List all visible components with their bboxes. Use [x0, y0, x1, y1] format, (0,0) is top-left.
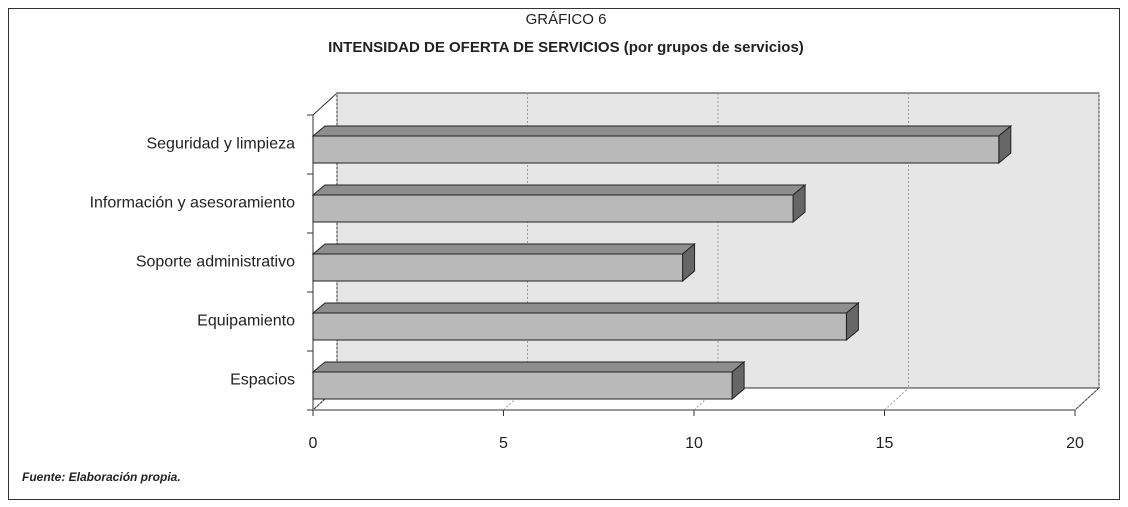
chart-subtitle: INTENSIDAD DE OFERTA DE SERVICIOS (por g…	[328, 39, 804, 56]
x-tick-label: 0	[309, 435, 318, 452]
chart-title: GRÁFICO 6	[526, 11, 607, 28]
x-tick-label: 5	[499, 435, 508, 452]
x-tick-label: 15	[876, 435, 894, 452]
bar	[312, 135, 1000, 164]
y-tick-label: Soporte administrativo	[136, 254, 295, 271]
bar	[312, 253, 684, 282]
bar	[312, 194, 794, 223]
grid-line	[884, 387, 909, 411]
bar-top	[311, 361, 746, 373]
x-tick-label: 20	[1066, 435, 1084, 452]
x-tick-label: 10	[685, 435, 703, 452]
y-tick-label: Equipamiento	[197, 313, 295, 330]
bar-top	[311, 125, 1013, 137]
bar-top	[311, 243, 696, 255]
bar-top	[311, 184, 807, 196]
y-tick-label: Seguridad y limpieza	[146, 136, 295, 153]
grid-line	[1074, 387, 1100, 411]
bar	[312, 312, 847, 341]
y-tick-label: Espacios	[230, 372, 295, 389]
bar-top	[311, 302, 860, 314]
bar	[312, 371, 733, 400]
source-note: Fuente: Elaboración propia.	[22, 470, 181, 484]
y-tick-label: Información y asesoramiento	[90, 195, 296, 212]
